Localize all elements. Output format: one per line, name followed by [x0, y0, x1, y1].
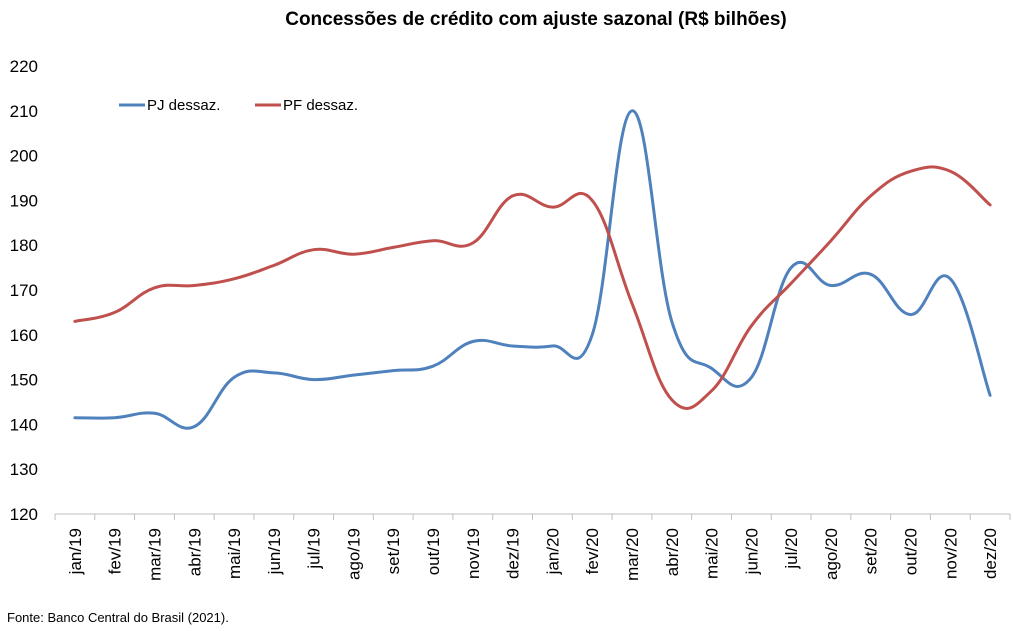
legend-label: PJ dessaz. [147, 97, 220, 114]
y-tick-label: 210 [10, 102, 38, 121]
x-tick-label: dez/20 [981, 528, 1000, 579]
y-axis-tick-labels: 120 130 140 150 160 170 180 190 200 210 220 [10, 57, 38, 524]
series-line-pj [73, 109, 992, 430]
x-tick-label: set/19 [384, 528, 403, 574]
x-tick-label: fev/19 [106, 528, 125, 574]
legend-label: PF dessaz. [283, 97, 358, 114]
series-lines [73, 109, 992, 430]
x-tick-label: jun/20 [742, 528, 761, 575]
x-tick-label: out/20 [902, 528, 921, 575]
x-tick-label: mai/19 [225, 528, 244, 579]
y-tick-label: 160 [10, 326, 38, 345]
x-tick-label: ago/19 [344, 528, 363, 580]
y-tick-label: 130 [10, 460, 38, 479]
x-tick-label: mar/20 [623, 528, 642, 581]
y-tick-label: 120 [10, 505, 38, 524]
x-tick-label: abr/19 [185, 528, 204, 576]
x-tick-label: fev/20 [583, 528, 602, 574]
y-tick-label: 150 [10, 371, 38, 390]
x-tick-label: set/20 [862, 528, 881, 574]
y-tick-label: 140 [10, 415, 38, 434]
x-tick-label: jul/19 [305, 528, 324, 570]
x-tick-label: mai/20 [703, 528, 722, 579]
x-tick-label: nov/20 [941, 528, 960, 579]
y-tick-label: 190 [10, 191, 38, 210]
x-axis: jan/19 fev/19 mar/19 abr/19 mai/19 jun/19 jul/… [54, 513, 1011, 581]
x-tick-label: nov/19 [464, 528, 483, 579]
y-tick-label: 220 [10, 57, 38, 76]
chart-canvas: Concessões de crédito com ajuste sazonal… [10, 9, 1011, 581]
x-tick-label: out/19 [424, 528, 443, 575]
x-tick-label: jan/20 [543, 528, 562, 575]
x-tick-label: mar/19 [145, 528, 164, 581]
source-note: Fonte: Banco Central do Brasil (2021). [7, 610, 229, 625]
x-tick-label: jun/19 [265, 528, 284, 575]
x-tick-label: jan/19 [66, 528, 85, 575]
x-tick-label: jul/20 [782, 528, 801, 570]
legend: PJ dessaz. PF dessaz. [119, 97, 358, 114]
x-tick-label: abr/20 [663, 528, 682, 576]
y-tick-label: 200 [10, 147, 38, 166]
series-line-pf [73, 165, 992, 410]
chart-title: Concessões de crédito com ajuste sazonal… [285, 9, 787, 30]
x-tick-label: ago/20 [822, 528, 841, 580]
x-tick-label: dez/19 [504, 528, 523, 579]
y-tick-label: 170 [10, 281, 38, 300]
y-tick-label: 180 [10, 236, 38, 255]
